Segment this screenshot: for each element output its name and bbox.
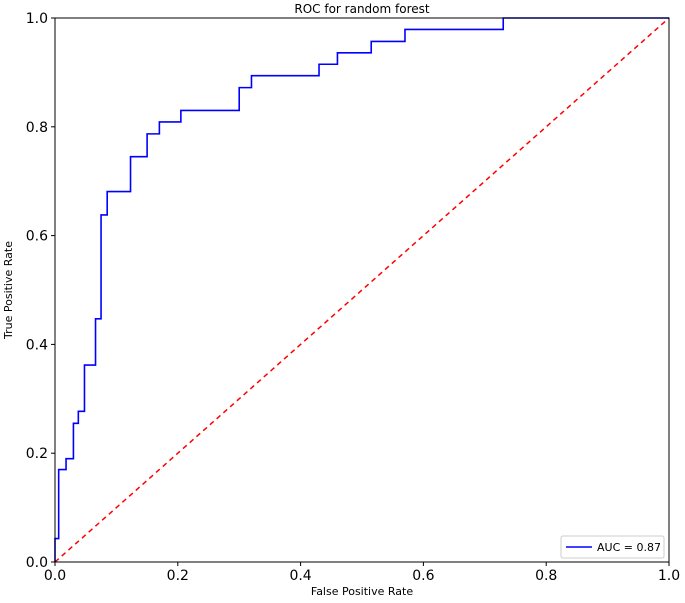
x-tick-label: 0.6: [412, 568, 434, 584]
y-tick-label: 0.8: [26, 120, 48, 136]
chance-line-layer: [54, 17, 670, 563]
chart-title: ROC for random forest: [294, 2, 430, 16]
y-tick-label: 0.4: [26, 337, 48, 353]
x-axis-ticks: 0.0 0.2 0.4 0.6 0.8 1.0: [44, 562, 680, 584]
legend-label-roc-curve: AUC = 0.87: [597, 541, 661, 554]
y-axis-label: True Positive Rate: [2, 241, 15, 340]
chance-diagonal-line: [54, 17, 670, 563]
plot-frame: [54, 17, 670, 563]
y-tick-label: 1.0: [26, 11, 48, 27]
y-tick-label: 0.6: [26, 229, 48, 245]
x-tick-label: 0.8: [535, 568, 557, 584]
x-tick-label: 0.4: [289, 568, 311, 584]
y-tick-label: 0.2: [26, 446, 48, 462]
y-axis-ticks: 0.0 0.2 0.4 0.6 0.8 1.0: [26, 11, 55, 571]
roc-curve-line: [54, 17, 669, 562]
legend-box: [560, 535, 665, 559]
legend: AUC = 0.87: [560, 535, 665, 559]
roc-curve-layer: [54, 17, 669, 562]
x-tick-label: 0.0: [44, 568, 66, 584]
x-tick-label: 0.2: [167, 568, 189, 584]
y-tick-label: 0.0: [26, 555, 48, 571]
x-axis-label: False Positive Rate: [311, 585, 413, 598]
x-tick-label: 1.0: [658, 568, 680, 584]
